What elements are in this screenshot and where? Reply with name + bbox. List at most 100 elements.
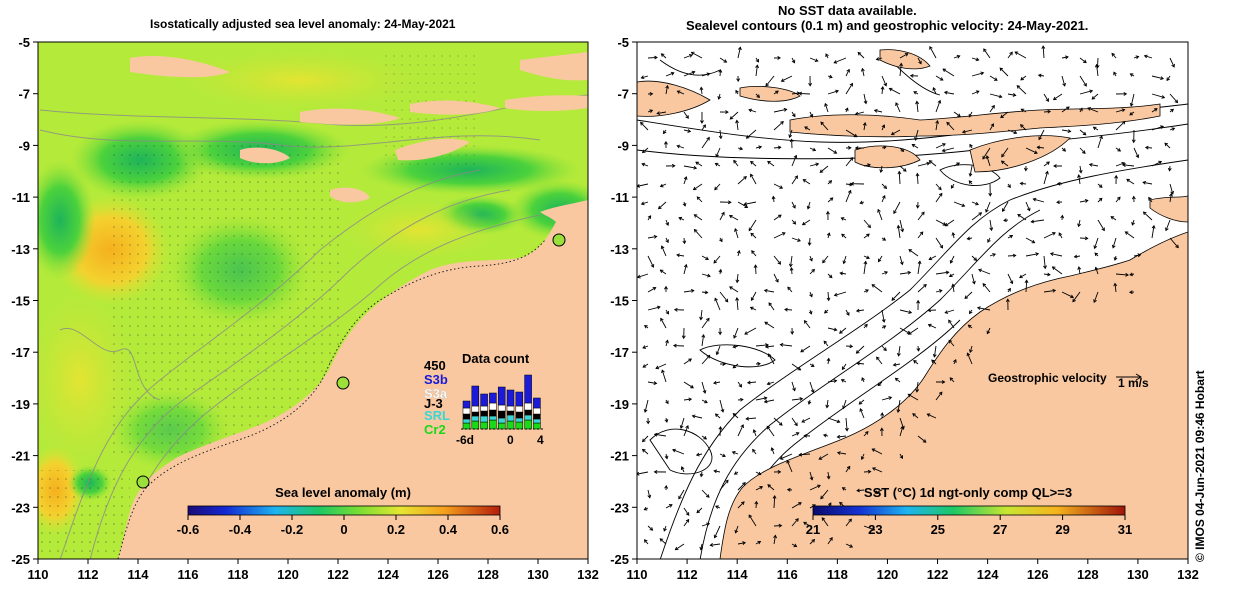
data-count-bar: [533, 418, 541, 424]
data-count-bar: [533, 407, 541, 415]
data-count-bar: [471, 411, 480, 417]
data-count-bar: [462, 418, 471, 424]
data-count-bar: [497, 404, 506, 412]
colorbar-tick-label: -0.6: [177, 522, 199, 537]
sla-colorbar: Sea level anomaly (m) -0.6 -0.4 -0.2 0 0.2 0.…: [177, 485, 509, 537]
colorbar-tick-label: -0.4: [229, 522, 252, 537]
data-count-bar: [480, 405, 488, 412]
left-x-tick-label: 122: [327, 567, 349, 582]
left-y-tick-label: -19: [11, 397, 30, 412]
data-count-bar: [462, 400, 471, 409]
colorbar-tick-label: 25: [931, 522, 945, 537]
colorbar-tick-label: 27: [993, 522, 1007, 537]
right-x-tick-label: 132: [1177, 567, 1199, 582]
data-count-bar: [506, 420, 515, 430]
right-y-tick-label: -23: [610, 500, 629, 515]
colorbar-tick-label: 0.6: [491, 522, 509, 537]
colorbar-tick-label: 29: [1055, 522, 1069, 537]
data-count-bar: [533, 397, 541, 409]
data-count-bar: [506, 414, 515, 422]
right-y-tick-label: -13: [610, 242, 629, 257]
left-x-tick-label: 116: [178, 567, 199, 582]
left-x-tick-label: 132: [577, 567, 599, 582]
left-map: [38, 42, 588, 559]
data-count-xtick: 0: [507, 433, 514, 447]
data-count-bar: [471, 415, 480, 422]
velocity-legend-label: Geostrophic velocity: [988, 371, 1107, 385]
left-y-tick-label: -11: [12, 190, 30, 205]
data-count-bar: [524, 402, 532, 411]
right-x-tick-label: 130: [1127, 567, 1149, 582]
right-y-tick-label: -11: [611, 190, 629, 205]
left-x-tick-label: 114: [128, 567, 150, 582]
right-x-tick-label: 124: [977, 567, 999, 582]
data-count-bar: [515, 391, 524, 407]
left-map-title: Isostatically adjusted sea level anomaly…: [150, 17, 456, 31]
colorbar-tick-label: 31: [1118, 522, 1132, 537]
data-count-bar: [497, 410, 506, 419]
data-count-bar: [497, 422, 506, 430]
velocity-legend: Geostrophic velocity 1 m/s: [988, 371, 1149, 390]
left-y-axis: -5 -7 -9 -11 -13 -15 -17 -19 -21 -23 -25: [11, 35, 38, 567]
satellite-label: Cr2: [424, 422, 446, 437]
data-count-xtick: -6d: [456, 433, 474, 447]
left-x-tick-label: 112: [78, 567, 99, 582]
colorbar-tick-label: -0.2: [281, 522, 303, 537]
imos-credit: © IMOS 04-Jun-2021 09:46 Hobart: [1193, 370, 1207, 562]
left-y-tick-label: -23: [11, 500, 30, 515]
data-count-bar: [506, 389, 515, 407]
data-count-bar: [489, 415, 497, 421]
data-count-bar: [533, 422, 541, 430]
sst-colorbar: SST (°C) 1d ngt-only comp QL>=3 21 23 25 27…: [806, 485, 1132, 537]
right-y-tick-label: -21: [610, 449, 629, 464]
australia-land: [118, 200, 588, 559]
tide-gauge-marker[interactable]: [552, 233, 566, 247]
right-x-tick-label: 118: [827, 567, 848, 582]
right-y-tick-label: -5: [617, 35, 629, 50]
right-x-tick-label: 110: [627, 567, 648, 582]
data-count-bar: [471, 385, 480, 407]
tide-gauge-marker[interactable]: [336, 376, 350, 390]
data-count-bar: [480, 421, 488, 430]
satellite-label: SRL: [424, 408, 450, 423]
tide-gauge-marker[interactable]: [136, 475, 150, 489]
data-count-bar: [462, 407, 471, 415]
data-count-bar: [515, 411, 524, 419]
data-count-title: Data count: [462, 351, 530, 366]
right-y-tick-label: -15: [610, 294, 629, 309]
data-count-bar: [515, 417, 524, 423]
right-x-tick-label: 116: [777, 567, 798, 582]
left-y-tick-label: -13: [11, 242, 30, 257]
left-y-tick-label: -15: [11, 294, 30, 309]
data-count-bar: [497, 417, 506, 424]
data-count-bar: [524, 374, 532, 404]
data-count-bar: [480, 410, 488, 417]
right-map-title-line1: No SST data available.: [778, 3, 917, 18]
left-x-tick-label: 110: [28, 567, 49, 582]
right-y-tick-label: -7: [617, 87, 629, 102]
colorbar-tick-label: 0: [340, 522, 347, 537]
colorbar-tick-label: 0.4: [439, 522, 458, 537]
data-count-bar: [524, 419, 532, 430]
right-y-tick-label: -19: [610, 397, 629, 412]
right-y-tick-label: -9: [617, 138, 629, 153]
right-x-tick-label: 128: [1077, 567, 1099, 582]
data-count-bar: [489, 409, 497, 417]
left-x-tick-label: 130: [527, 567, 549, 582]
right-map: [637, 42, 1188, 559]
sst-colorbar-title: SST (°C) 1d ngt-only comp QL>=3: [864, 485, 1072, 500]
right-x-tick-label: 114: [727, 567, 749, 582]
data-count-bar: [524, 414, 532, 421]
colorbar-tick-label: 21: [806, 522, 820, 537]
right-y-axis: -5 -7 -9 -11 -13 -15 -17 -19 -21 -23 -25: [610, 35, 637, 567]
data-count-xtick: 4: [537, 433, 544, 447]
data-count-max: 450: [424, 358, 446, 373]
data-count-bar: [489, 402, 497, 411]
right-x-tick-label: 122: [927, 567, 949, 582]
left-y-tick-label: -25: [11, 552, 30, 567]
data-count-bar: [462, 422, 471, 430]
colorbar-tick-label: 0.2: [387, 522, 405, 537]
right-x-tick-label: 120: [877, 567, 899, 582]
right-x-tick-label: 112: [677, 567, 698, 582]
